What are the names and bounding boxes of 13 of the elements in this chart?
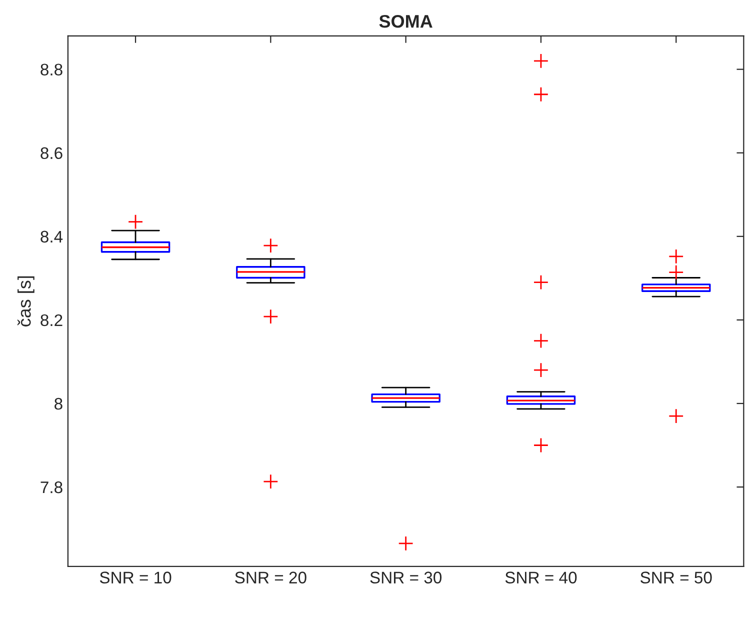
x-tick-label: SNR = 10	[100, 572, 172, 584]
y-tick-label: 7.8	[40, 481, 62, 494]
y-tick-label: 8.2	[40, 314, 62, 326]
x-tick-label: SNR = 20	[235, 572, 306, 584]
chart-title: SOMA	[379, 14, 432, 28]
x-tick-label: SNR = 40	[505, 572, 577, 584]
x-tick-label: SNR = 30	[370, 572, 442, 584]
y-axis-title: čas [s]	[17, 276, 34, 326]
y-tick-label: 8.6	[40, 147, 62, 160]
y-tick-label: 8.8	[40, 64, 62, 76]
x-tick-label: SNR = 50	[640, 572, 712, 584]
y-tick-label: 8	[54, 398, 62, 410]
y-tick-label: 8.4	[40, 230, 63, 243]
